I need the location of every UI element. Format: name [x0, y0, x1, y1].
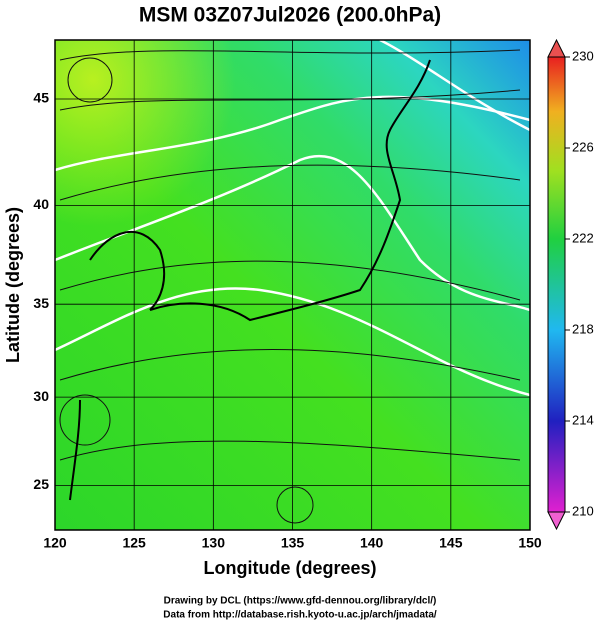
contour: [54, 95, 531, 172]
streamline: [59, 349, 521, 381]
x-tick-label: 140: [360, 535, 384, 551]
colorbar-tick-label: 218: [572, 321, 594, 336]
streamline: [59, 260, 521, 301]
vortex: [67, 57, 113, 103]
colorbar-max-arrow: [547, 38, 566, 58]
streamlines: [59, 49, 521, 524]
colorbar-tick-label: 230: [572, 48, 594, 63]
colorbar: [547, 56, 566, 513]
x-axis-label: Longitude (degrees): [203, 558, 376, 578]
credit: Drawing by DCL (https://www.gfd-dennou.o…: [164, 596, 437, 607]
colorbar-tick-label: 210: [572, 503, 594, 518]
contours: [54, 38, 531, 397]
y-tick-label: 30: [33, 388, 49, 404]
vortex: [59, 394, 111, 446]
title: MSM 03Z07Jul2026 (200.0hPa): [139, 4, 441, 27]
credit: Data from http://database.rish.kyoto-u.a…: [163, 610, 437, 621]
streamline: [59, 89, 521, 111]
x-tick-label: 150: [518, 535, 542, 551]
contour: [54, 287, 531, 397]
coastline: [89, 231, 166, 311]
coastlines: [69, 59, 431, 501]
streamline: [59, 49, 521, 61]
y-tick-label: 45: [33, 90, 49, 106]
x-tick-label: 120: [43, 535, 67, 551]
y-axis-label: Latitude (degrees): [3, 207, 23, 363]
x-tick-label: 135: [281, 535, 305, 551]
coastline: [149, 59, 431, 322]
y-tick-label: 25: [33, 476, 49, 492]
x-tick-label: 125: [122, 535, 146, 551]
vortex: [276, 486, 314, 524]
coastline: [69, 399, 81, 501]
y-tick-label: 35: [33, 295, 49, 311]
streamline: [59, 164, 521, 201]
colorbar-tick-label: 226: [572, 139, 594, 154]
x-tick-label: 130: [202, 535, 226, 551]
colorbar-min-arrow: [547, 511, 566, 531]
contour: [54, 154, 531, 312]
colorbar-tick-label: 222: [572, 230, 594, 245]
x-tick-label: 145: [439, 535, 463, 551]
y-tick-label: 40: [33, 196, 49, 212]
contour: [379, 38, 531, 132]
colorbar-tick-label: 214: [572, 412, 594, 427]
streamline: [59, 440, 521, 461]
